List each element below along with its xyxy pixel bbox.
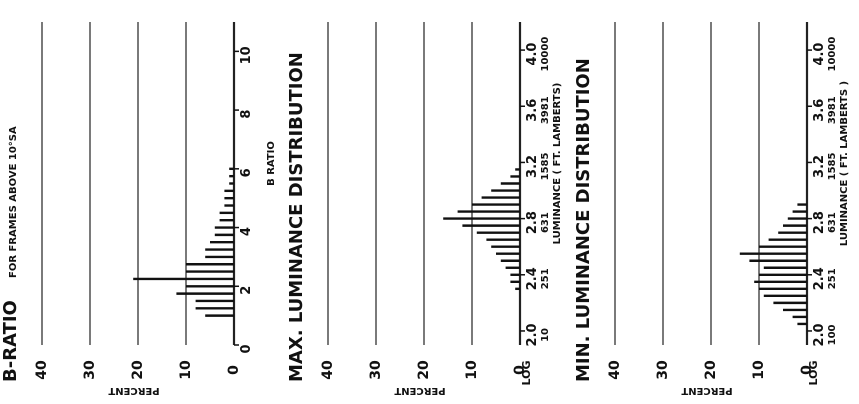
x-tick-sublabel: 3981: [540, 96, 551, 124]
y-tick-label: 10: [464, 360, 480, 380]
y-tick-label: 10: [751, 360, 767, 380]
y-tick-label: 40: [607, 360, 623, 380]
y-axis-title: PERCENT: [394, 385, 445, 396]
x-tick-label: 2.8: [812, 211, 827, 234]
chart-panel-2: 0 10 20 30 40 2.0 10 2.4 251 2.8 631 3.2 1585 3.6 3981…: [286, 0, 572, 404]
x-tick-label: 0: [239, 344, 254, 353]
chart-svg: 0 10 20 30 40 0 2 4 6 8 10 B RATIO PERCENT B-RATIO FOR…: [0, 22, 277, 396]
x-axis-title: LUMINANCE ( FT. LAMBERTS ): [839, 81, 850, 246]
y-tick-label: 0: [799, 365, 815, 375]
x-tick-label: 2.4: [525, 267, 540, 290]
chart-panel-3: 0 10 20 30 40 2.0 100 2.4 251 2.8 631 3.2 1585 3.6 398…: [573, 0, 859, 404]
chart-title: MAX. LUMINANCE DISTRIBUTION: [286, 52, 307, 382]
chart-title: MIN. LUMINANCE DISTRIBUTION: [573, 58, 594, 382]
chart-panel-1: 0 10 20 30 40 0 2 4 6 8 10 B RATIO PERCENT B-RATIO FOR…: [0, 0, 286, 404]
chart-subtitle: FOR FRAMES ABOVE 10°SA: [8, 126, 19, 278]
x-tick-label: 4.0: [812, 43, 827, 66]
y-tick-label: 30: [82, 360, 98, 380]
y-tick-label: 20: [416, 360, 432, 380]
x-tick-sublabel: 251: [540, 268, 551, 289]
x-tick-label: 3.2: [525, 155, 540, 178]
y-tick-label: 30: [368, 360, 384, 380]
y-tick-label: 10: [178, 360, 194, 380]
x-log-label: LOG: [520, 361, 533, 386]
chart-svg: 0 10 20 30 40 2.0 100 2.4 251 2.8 631 3.2 1585 3.6 398…: [573, 22, 850, 396]
y-tick-label: 40: [34, 360, 50, 380]
y-tick-label: 40: [320, 360, 336, 380]
y-axis-title: PERCENT: [108, 385, 159, 396]
x-tick-label: 2.0: [812, 323, 827, 346]
y-tick-label: 0: [226, 365, 242, 375]
x-tick-sublabel: 100: [827, 324, 838, 345]
x-tick-sublabel: 1585: [540, 152, 551, 180]
x-axis-title: B RATIO: [266, 141, 277, 186]
y-tick-label: 20: [130, 360, 146, 380]
x-tick-label: 2.8: [525, 211, 540, 234]
x-tick-label: 3.2: [812, 155, 827, 178]
x-tick-label: 2.4: [812, 267, 827, 290]
x-tick-sublabel: 631: [827, 212, 838, 233]
x-tick-sublabel: 251: [827, 268, 838, 289]
x-tick-label: 3.6: [812, 99, 827, 122]
x-tick-label: 8: [239, 110, 254, 119]
x-tick-label: 3.6: [525, 99, 540, 122]
chart-title: B-RATIO: [0, 300, 21, 382]
x-axis-title: LUMINANCE ( FT. LAMBERTS): [552, 83, 563, 245]
y-axis-title: PERCENT: [681, 385, 732, 396]
x-tick-sublabel: 10000: [540, 37, 551, 72]
x-tick-sublabel: 631: [540, 212, 551, 233]
y-tick-label: 30: [655, 360, 671, 380]
x-tick-label: 10: [239, 46, 254, 64]
x-tick-sublabel: 3981: [827, 96, 838, 124]
x-tick-sublabel: 1585: [827, 152, 838, 180]
y-tick-label: 20: [703, 360, 719, 380]
x-tick-sublabel: 10: [540, 328, 551, 342]
x-tick-label: 2: [239, 286, 254, 295]
x-tick-sublabel: 10000: [827, 37, 838, 72]
x-tick-label: 4: [239, 227, 254, 236]
x-tick-label: 6: [239, 168, 254, 177]
x-log-label: LOG: [807, 361, 820, 386]
x-tick-label: 2.0: [525, 323, 540, 346]
y-tick-label: 0: [512, 365, 528, 375]
x-tick-label: 4.0: [525, 43, 540, 66]
